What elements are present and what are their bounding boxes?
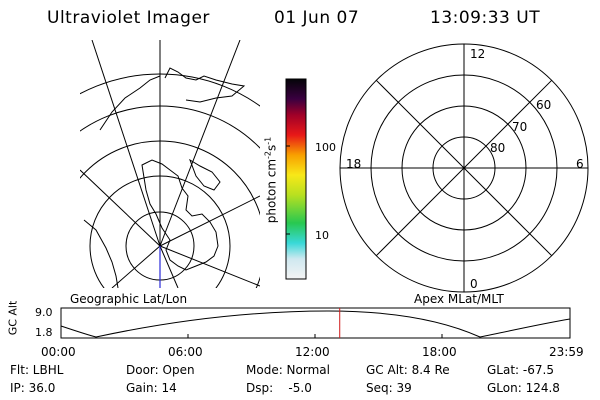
geographic-map (80, 40, 260, 288)
altitude-plot (60, 307, 571, 339)
geo-panel-label: Geographic Lat/Lon (70, 292, 188, 306)
time-tick-0600: 06:00 (168, 345, 203, 359)
altitude-ytick-1-8: 1.8 (35, 326, 53, 339)
info-door: Door: Open (126, 363, 195, 377)
polar-panel-label: Apex MLat/MLT (414, 292, 504, 306)
color-bar (285, 78, 307, 280)
altitude-ylabel: GC Alt (6, 300, 20, 336)
mlat-label-80: 80 (490, 141, 506, 155)
altitude-ytick-9: 9.0 (35, 306, 53, 319)
mlt-line-diag-2 (375, 79, 553, 257)
lon-line-3 (91, 40, 161, 247)
mlt-label-6: 6 (576, 157, 584, 171)
info-glon: GLon: 124.8 (487, 381, 560, 395)
color-bar-scale (285, 78, 307, 280)
time-tick-1200: 12:00 (295, 345, 330, 359)
mlat-label-70: 70 (512, 120, 528, 134)
mlt-label-12: 12 (470, 47, 486, 61)
mlat-label-60: 60 (536, 98, 552, 112)
lon-line-6 (159, 245, 260, 287)
date-label: 01 Jun 07 (274, 8, 360, 28)
lon-line-8 (159, 245, 179, 288)
info-seq: Seq: 39 (366, 381, 412, 395)
coastline-island (189, 158, 221, 191)
mlt-label-0: 0 (470, 277, 478, 291)
lon-line-7 (111, 245, 161, 288)
colorbar-unit-label: photon cm-2s-1 (263, 136, 279, 224)
lon-line-4 (159, 195, 260, 247)
colorbar-tick-10: 10 (315, 229, 329, 242)
mlt-label-18: 18 (346, 157, 362, 171)
info-dsp: Dsp: -5.0 (246, 381, 312, 395)
info-ip: IP: 36.0 (10, 381, 56, 395)
time-label: 13:09:33 UT (430, 8, 541, 28)
info-gain: Gain: 14 (126, 381, 177, 395)
time-tick-1800: 18:00 (422, 345, 457, 359)
altitude-plot-frame (60, 307, 571, 339)
lon-line-5 (80, 169, 161, 247)
info-gc-alt: GC Alt: 8.4 Re (366, 363, 450, 377)
polar-plot (339, 43, 589, 293)
time-tick-0000: 00:00 (41, 345, 76, 359)
info-glat: GLat: -67.5 (487, 363, 554, 377)
time-tick-2359: 23:59 (549, 345, 584, 359)
coastline-west (83, 219, 119, 288)
instrument-title: Ultraviolet Imager (47, 8, 210, 28)
coastline-continent (141, 159, 219, 271)
colorbar-tick-100: 100 (315, 141, 336, 154)
lon-line-2 (159, 40, 241, 247)
info-mode: Mode: Normal (246, 363, 330, 377)
altitude-curve (60, 310, 571, 338)
info-flt: Flt: LBHL (10, 363, 64, 377)
lat-circle-4 (80, 105, 260, 149)
coastline-north (99, 67, 246, 131)
